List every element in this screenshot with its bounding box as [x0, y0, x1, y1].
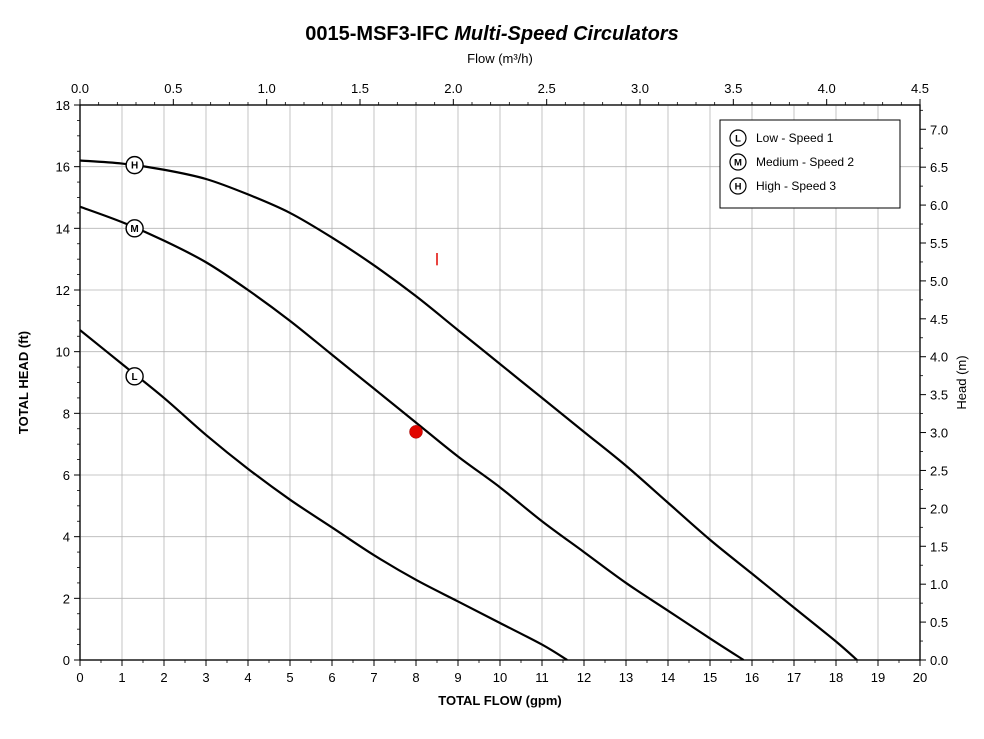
svg-text:0.5: 0.5 [164, 81, 182, 96]
svg-text:1.0: 1.0 [258, 81, 276, 96]
svg-text:H: H [735, 182, 742, 193]
svg-text:12: 12 [56, 283, 70, 298]
svg-text:16: 16 [745, 670, 759, 685]
svg-text:12: 12 [577, 670, 591, 685]
svg-text:3.5: 3.5 [930, 388, 948, 403]
svg-text:7: 7 [370, 670, 377, 685]
y-right-label: Head (m) [954, 355, 969, 409]
legend-item-0: Low - Speed 1 [756, 131, 834, 145]
svg-text:2: 2 [160, 670, 167, 685]
svg-text:15: 15 [703, 670, 717, 685]
svg-text:4.5: 4.5 [930, 312, 948, 327]
svg-text:5: 5 [286, 670, 293, 685]
chart-title: 0015-MSF3-IFC Multi-Speed Circulators [305, 23, 678, 45]
svg-text:M: M [734, 158, 742, 169]
svg-text:1.5: 1.5 [930, 539, 948, 554]
svg-text:0.5: 0.5 [930, 615, 948, 630]
svg-text:4: 4 [244, 670, 251, 685]
x-bottom-label: TOTAL FLOW (gpm) [438, 693, 561, 708]
svg-text:18: 18 [829, 670, 843, 685]
svg-text:3: 3 [202, 670, 209, 685]
svg-text:8: 8 [63, 406, 70, 421]
svg-text:16: 16 [56, 160, 70, 175]
svg-text:3.0: 3.0 [930, 426, 948, 441]
svg-text:3.0: 3.0 [631, 81, 649, 96]
svg-text:1.5: 1.5 [351, 81, 369, 96]
svg-text:14: 14 [661, 670, 675, 685]
svg-text:10: 10 [56, 345, 70, 360]
svg-text:H: H [131, 161, 138, 172]
svg-text:6.0: 6.0 [930, 198, 948, 213]
svg-text:4.5: 4.5 [911, 81, 929, 96]
curve-marker-low: L [126, 368, 143, 385]
svg-text:6: 6 [328, 670, 335, 685]
svg-text:5.0: 5.0 [930, 274, 948, 289]
x-top-label: Flow (m³/h) [467, 51, 533, 66]
svg-text:4.0: 4.0 [930, 350, 948, 365]
svg-text:0.0: 0.0 [930, 653, 948, 668]
svg-text:11: 11 [535, 670, 549, 685]
legend-item-2: High - Speed 3 [756, 179, 836, 193]
svg-text:17: 17 [787, 670, 801, 685]
svg-text:14: 14 [56, 221, 70, 236]
svg-text:M: M [130, 224, 138, 235]
svg-text:7.0: 7.0 [930, 122, 948, 137]
curve-marker-medium: M [126, 220, 143, 237]
svg-text:4: 4 [63, 530, 70, 545]
svg-text:2.0: 2.0 [444, 81, 462, 96]
svg-text:10: 10 [493, 670, 507, 685]
svg-text:0: 0 [76, 670, 83, 685]
svg-text:2.0: 2.0 [930, 501, 948, 516]
svg-text:0: 0 [63, 653, 70, 668]
y-left-label: TOTAL HEAD (ft) [16, 331, 31, 434]
svg-text:18: 18 [56, 98, 70, 113]
legend: L Low - Speed 1 M Medium - Speed 2 H High - S… [720, 120, 900, 208]
curve-marker-high: H [126, 157, 143, 174]
svg-text:1: 1 [118, 670, 125, 685]
svg-text:2.5: 2.5 [930, 463, 948, 478]
svg-text:9: 9 [454, 670, 461, 685]
svg-text:6.5: 6.5 [930, 160, 948, 175]
svg-text:20: 20 [913, 670, 927, 685]
svg-text:8: 8 [412, 670, 419, 685]
svg-text:4.0: 4.0 [818, 81, 836, 96]
svg-text:0015-MSF3-IFC Multi-Speed Circ: 0015-MSF3-IFC Multi-Speed Circulators [305, 23, 678, 45]
legend-item-1: Medium - Speed 2 [756, 155, 854, 169]
svg-text:1.0: 1.0 [930, 577, 948, 592]
svg-text:L: L [132, 372, 138, 383]
svg-text:13: 13 [619, 670, 633, 685]
svg-text:19: 19 [871, 670, 885, 685]
svg-text:0.0: 0.0 [71, 81, 89, 96]
operating-point [410, 425, 423, 438]
svg-text:2.5: 2.5 [538, 81, 556, 96]
svg-text:3.5: 3.5 [724, 81, 742, 96]
svg-text:5.5: 5.5 [930, 236, 948, 251]
pump-curve-chart: 0015-MSF3-IFC Multi-Speed Circulators Flo… [0, 0, 984, 739]
svg-text:2: 2 [63, 591, 70, 606]
svg-text:L: L [735, 134, 741, 145]
svg-text:6: 6 [63, 468, 70, 483]
